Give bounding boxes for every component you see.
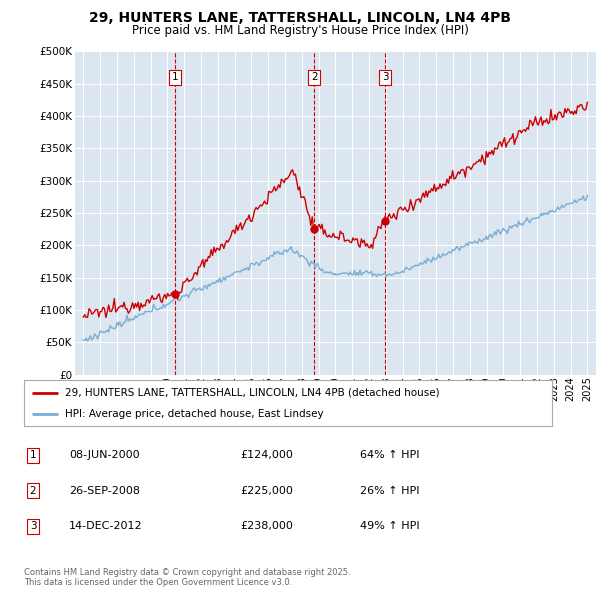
Text: 14-DEC-2012: 14-DEC-2012 [69,522,143,531]
Text: 1: 1 [172,72,178,82]
Text: 29, HUNTERS LANE, TATTERSHALL, LINCOLN, LN4 4PB: 29, HUNTERS LANE, TATTERSHALL, LINCOLN, … [89,11,511,25]
Text: £238,000: £238,000 [240,522,293,531]
Text: 49% ↑ HPI: 49% ↑ HPI [360,522,419,531]
Text: 26% ↑ HPI: 26% ↑ HPI [360,486,419,496]
Text: 29, HUNTERS LANE, TATTERSHALL, LINCOLN, LN4 4PB (detached house): 29, HUNTERS LANE, TATTERSHALL, LINCOLN, … [65,388,440,398]
Text: £124,000: £124,000 [240,451,293,460]
Text: 26-SEP-2008: 26-SEP-2008 [69,486,140,496]
Text: HPI: Average price, detached house, East Lindsey: HPI: Average price, detached house, East… [65,409,324,419]
Text: 2: 2 [29,486,37,496]
Text: 1: 1 [29,451,37,460]
Text: 64% ↑ HPI: 64% ↑ HPI [360,451,419,460]
Text: £225,000: £225,000 [240,486,293,496]
Text: 08-JUN-2000: 08-JUN-2000 [69,451,140,460]
Text: 3: 3 [29,522,37,531]
Text: Price paid vs. HM Land Registry's House Price Index (HPI): Price paid vs. HM Land Registry's House … [131,24,469,37]
Text: Contains HM Land Registry data © Crown copyright and database right 2025.
This d: Contains HM Land Registry data © Crown c… [24,568,350,587]
Text: 2: 2 [311,72,317,82]
Text: 3: 3 [382,72,388,82]
